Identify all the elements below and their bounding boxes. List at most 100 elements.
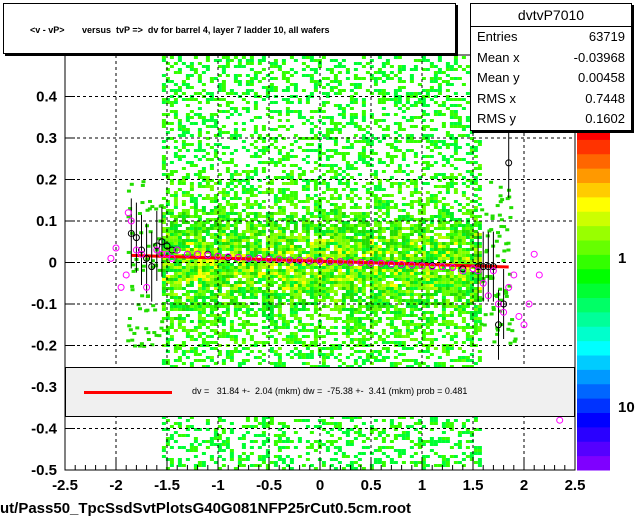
density-cell <box>369 428 374 431</box>
density-cell <box>185 290 190 293</box>
density-cell <box>249 155 254 158</box>
density-cell <box>293 89 298 92</box>
density-cell <box>249 248 254 251</box>
density-cell <box>345 146 350 149</box>
density-cell <box>377 200 382 203</box>
density-cell <box>369 269 374 272</box>
density-cell <box>337 287 342 290</box>
density-cell <box>349 299 354 302</box>
density-cell <box>249 425 254 428</box>
density-cell <box>313 200 318 203</box>
density-cell <box>205 56 210 59</box>
density-cell <box>217 104 222 107</box>
density-cell <box>397 185 402 188</box>
density-cell <box>305 227 310 230</box>
density-cell <box>373 284 378 287</box>
density-cell <box>425 251 430 254</box>
density-cell <box>233 239 238 242</box>
density-cell <box>373 278 378 281</box>
density-cell <box>377 254 382 257</box>
density-cell <box>353 326 358 329</box>
density-cell <box>381 347 386 350</box>
density-cell <box>269 101 274 104</box>
density-cell <box>249 206 254 209</box>
density-cell <box>257 245 262 248</box>
density-cell <box>217 302 222 305</box>
density-cell <box>201 284 206 287</box>
density-cell <box>205 272 210 275</box>
density-cell <box>289 197 294 200</box>
density-cell <box>337 437 342 440</box>
density-cell <box>401 437 406 440</box>
density-cell <box>361 440 366 443</box>
density-cell <box>381 356 386 359</box>
density-cell <box>285 272 290 275</box>
density-cell <box>245 176 250 179</box>
density-cell <box>413 308 418 311</box>
density-cell <box>293 263 298 266</box>
density-cell <box>341 59 346 62</box>
density-cell <box>185 104 190 107</box>
density-cell <box>229 266 234 269</box>
density-cell <box>181 191 186 194</box>
density-cell <box>213 362 218 365</box>
density-cell <box>453 62 458 65</box>
density-cell <box>353 299 358 302</box>
density-cell <box>241 437 246 440</box>
density-cell <box>345 431 350 434</box>
density-cell <box>261 419 266 422</box>
density-cell <box>293 275 298 278</box>
density-cell <box>265 467 270 470</box>
density-cell <box>329 155 334 158</box>
density-cell <box>345 320 350 323</box>
density-cell <box>373 185 378 188</box>
density-cell <box>237 218 242 221</box>
density-cell <box>213 323 218 326</box>
density-cell <box>185 248 190 251</box>
density-cell <box>193 440 198 443</box>
density-cell <box>393 257 398 260</box>
density-cell <box>209 272 214 275</box>
density-cell <box>213 329 218 332</box>
density-cell <box>177 230 182 233</box>
density-cell <box>305 290 310 293</box>
density-cell <box>365 266 370 269</box>
density-cell <box>373 272 378 275</box>
density-cell <box>413 200 418 203</box>
density-cell <box>221 242 226 245</box>
density-cell <box>249 77 254 80</box>
density-cell <box>413 299 418 302</box>
density-cell <box>313 185 318 188</box>
density-cell <box>217 266 222 269</box>
density-cell <box>209 335 214 338</box>
density-cell <box>205 137 210 140</box>
density-cell <box>449 65 454 68</box>
density-cell <box>225 110 230 113</box>
density-cell <box>281 71 286 74</box>
density-cell <box>301 305 306 308</box>
density-cell <box>341 107 346 110</box>
density-cell <box>169 236 174 239</box>
density-cell <box>325 287 330 290</box>
density-cell <box>385 77 390 80</box>
density-cell <box>405 281 410 284</box>
density-cell <box>277 125 282 128</box>
density-cell <box>225 203 230 206</box>
density-cell <box>249 290 254 293</box>
density-cell <box>269 161 274 164</box>
density-cell <box>277 233 282 236</box>
density-cell <box>241 359 246 362</box>
density-cell <box>429 440 434 443</box>
density-cell <box>217 416 222 419</box>
density-cell <box>197 146 202 149</box>
density-cell <box>337 197 342 200</box>
density-cell <box>193 251 198 254</box>
density-cell <box>225 62 230 65</box>
density-cell <box>409 191 414 194</box>
density-cell <box>373 200 378 203</box>
density-cell <box>437 56 442 59</box>
density-cell <box>273 341 278 344</box>
density-cell <box>277 347 282 350</box>
density-cell <box>361 113 366 116</box>
density-cell <box>341 224 346 227</box>
